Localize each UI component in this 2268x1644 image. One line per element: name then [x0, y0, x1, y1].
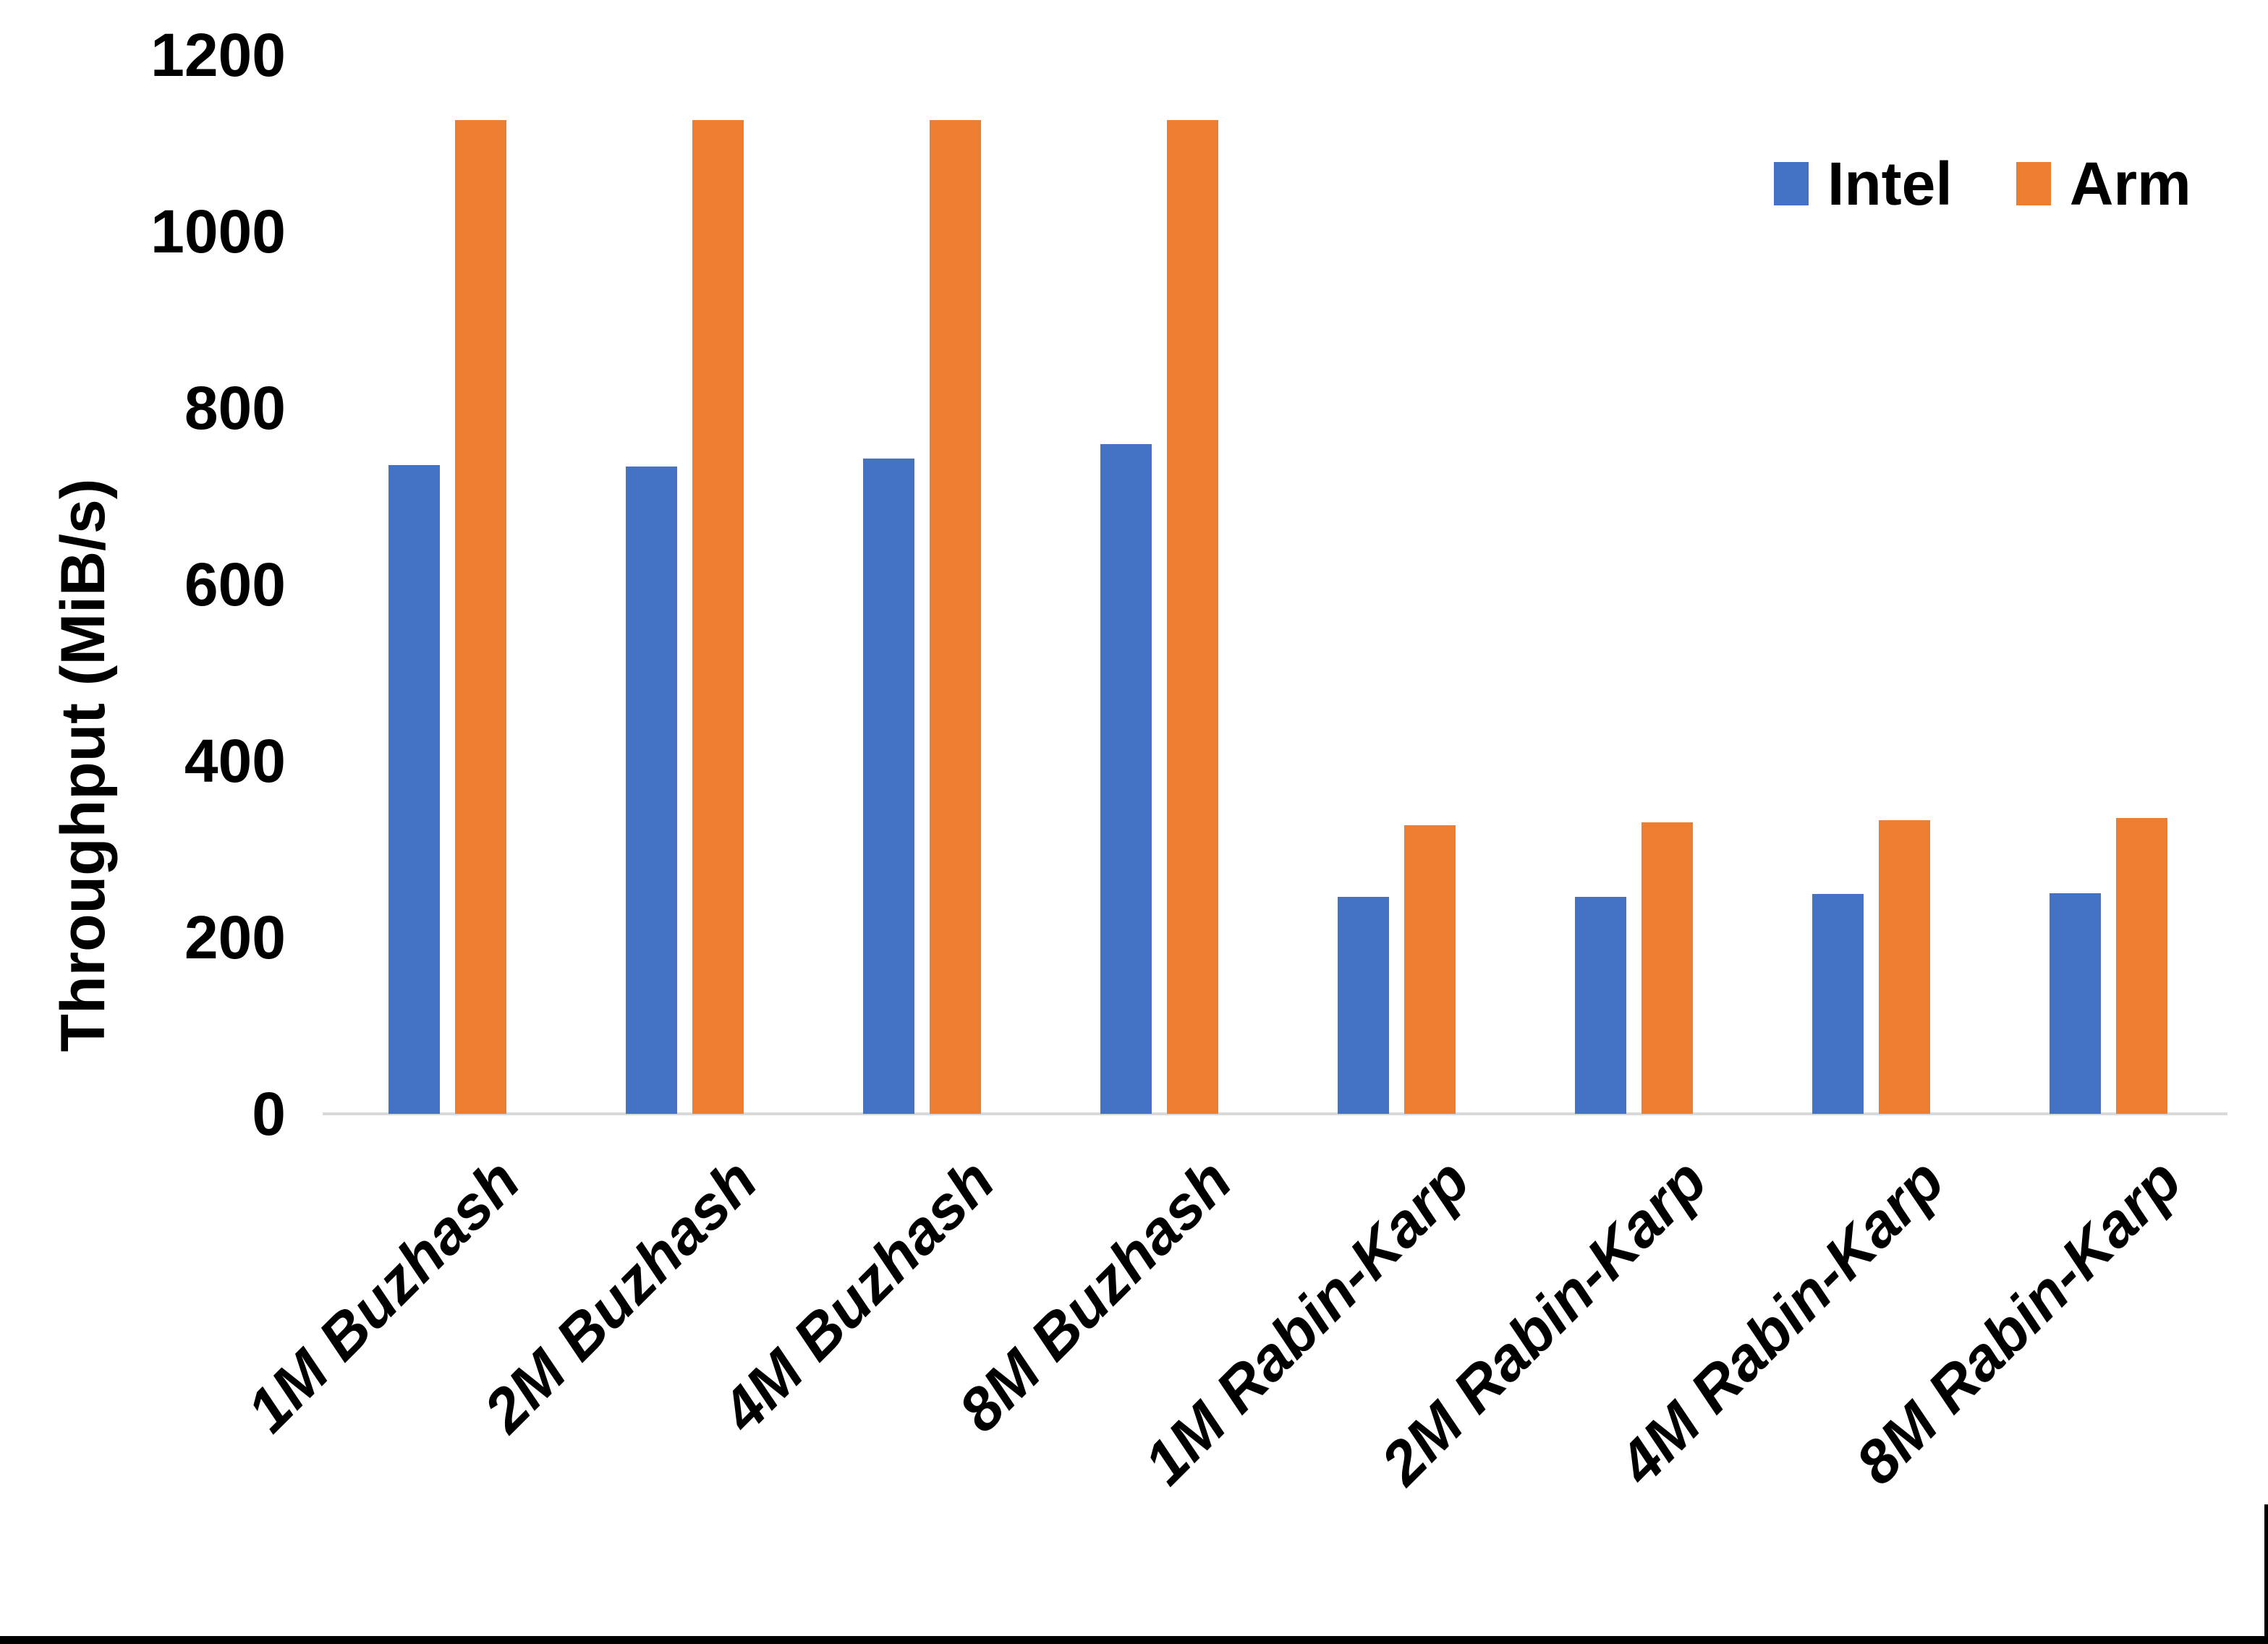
legend-label-intel: Intel [1827, 150, 1953, 218]
legend-swatch-arm [2016, 162, 2051, 205]
bar-intel-2m-rabin-karp [1575, 896, 1627, 1114]
bar-intel-8m-buzhash [1100, 444, 1152, 1114]
legend-swatch-intel [1774, 162, 1809, 205]
y-tick-label-400: 400 [184, 727, 286, 795]
bar-intel-1m-rabin-karp [1338, 896, 1390, 1114]
legend-item-arm: Arm [2016, 153, 2191, 214]
bar-arm-2m-buzhash [692, 120, 744, 1114]
y-tick-label-800: 800 [184, 374, 286, 442]
bar-arm-4m-buzhash [929, 120, 981, 1114]
bar-intel-8m-rabin-karp [2050, 893, 2102, 1114]
legend-item-intel: Intel [1774, 153, 1953, 214]
y-tick-label-1000: 1000 [150, 197, 286, 265]
bar-arm-8m-buzhash [1166, 120, 1218, 1114]
window-edge-right [2264, 1504, 2268, 1644]
bar-intel-4m-buzhash [862, 458, 914, 1114]
window-edge-bottom [0, 1636, 2268, 1644]
bar-arm-1m-buzhash [454, 120, 506, 1114]
bar-arm-8m-rabin-karp [2116, 818, 2168, 1114]
bar-intel-2m-buzhash [625, 466, 677, 1114]
y-tick-label-600: 600 [184, 550, 286, 618]
y-tick-label-200: 200 [184, 903, 286, 971]
legend: Intel Arm [1774, 153, 2191, 214]
bar-arm-1m-rabin-karp [1404, 825, 1456, 1114]
bar-arm-4m-rabin-karp [1879, 819, 1931, 1114]
bar-arm-2m-rabin-karp [1641, 822, 1694, 1114]
bar-intel-4m-rabin-karp [1812, 894, 1864, 1114]
y-tick-label-1200: 1200 [150, 21, 286, 89]
y-tick-label-0: 0 [252, 1080, 286, 1148]
x-axis-line [323, 1112, 2227, 1115]
legend-label-arm: Arm [2069, 150, 2191, 218]
bar-intel-1m-buzhash [388, 465, 440, 1114]
